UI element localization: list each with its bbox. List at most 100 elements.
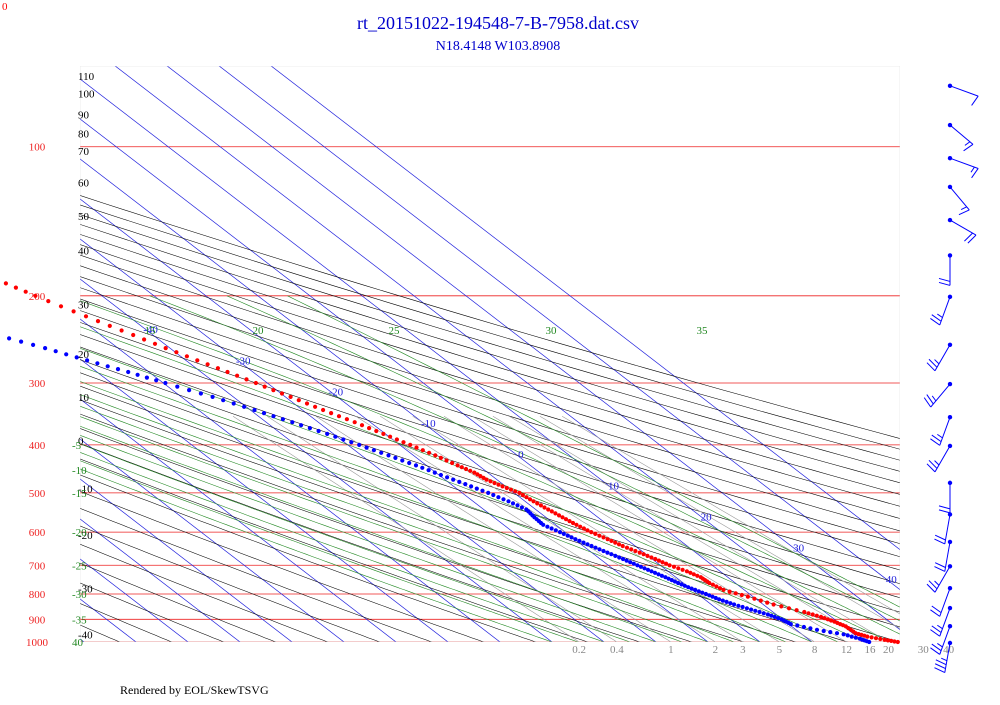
dewpoint-point [834, 631, 840, 636]
isotherm-line [80, 158, 709, 642]
dry-adiabat-line [80, 346, 900, 613]
wind-barb-shaft [930, 383, 951, 408]
temperature-point [892, 639, 897, 644]
temperature-point [822, 616, 827, 621]
dewpoint-point [126, 369, 131, 375]
dewpoint-point [613, 553, 618, 559]
temperature-point [279, 391, 285, 396]
temperature-point [745, 594, 751, 599]
moist-adiabat-tick-label: 20 [253, 325, 265, 337]
temperature-point [825, 617, 830, 622]
temperature-point [549, 509, 554, 514]
dewpoint-point [585, 542, 590, 547]
dry-adiabat-line [80, 322, 900, 585]
temperature-point [739, 592, 744, 598]
dewpoint-point [601, 548, 606, 554]
dewpoint-point [821, 628, 826, 634]
temperature-point [695, 573, 700, 578]
temperature-point [344, 417, 349, 422]
dewpoint-point [457, 479, 462, 484]
isotherm-line [80, 198, 657, 642]
temperature-point [688, 570, 693, 575]
temperature-point [758, 598, 763, 603]
moist-adiabat-line [80, 405, 735, 642]
dewpoint-point [480, 488, 485, 493]
dry-adiabat-line [80, 525, 381, 642]
wind-barb-flag [926, 583, 936, 593]
dewpoint-point [761, 611, 766, 616]
temperature-point [71, 309, 76, 314]
moist-adiabat-tick-label: 35 [697, 325, 709, 337]
temperature-point [244, 377, 249, 382]
temperature-point [500, 484, 505, 489]
mixing-ratio-line [539, 415, 900, 629]
dewpoint-point [642, 566, 647, 571]
dewpoint-point [231, 401, 236, 406]
temperature-point [645, 553, 650, 559]
dewpoint-point [853, 635, 858, 640]
dewpoint-point [659, 573, 665, 578]
height-tick-label: 40 [78, 245, 90, 257]
dewpoint-point [316, 428, 321, 434]
isotherm-line [166, 66, 900, 631]
temperature-point [889, 638, 894, 644]
wind-barb [926, 342, 953, 372]
dewpoint-point [814, 627, 820, 632]
pressure-tick-label: 500 [29, 488, 46, 500]
dewpoint-point [163, 380, 168, 386]
dewpoint-point [115, 367, 121, 372]
dewpoint-point [364, 445, 369, 450]
temperature-point [538, 503, 544, 508]
wind-barb-half-flag [934, 460, 940, 466]
dewpoint-point [280, 417, 285, 422]
pressure-tick-label: 600 [29, 527, 46, 539]
moist-left-tick-label: -5 [72, 440, 82, 452]
temperature-point [553, 511, 558, 516]
isotherm-line [80, 318, 501, 642]
temperature-point [620, 543, 625, 549]
wind-barb [930, 624, 953, 655]
dry-adiabat-line [80, 582, 225, 642]
pressure-tick-label: 300 [29, 378, 46, 390]
moist-adiabat-tick-label: 25 [389, 325, 401, 337]
mixing-ratio-tick-label: 8 [812, 644, 818, 656]
temperature-point [46, 299, 51, 304]
moist-left-tick-label: -30 [72, 589, 87, 601]
temperature-point [450, 460, 455, 466]
dewpoint-point [506, 499, 511, 504]
wind-barb-flag [934, 562, 946, 568]
dewpoint-point [703, 591, 709, 597]
dry-adiabat-line [80, 413, 745, 642]
dewpoint-point [74, 355, 79, 360]
isotherm-line [80, 438, 345, 642]
temperature-point [667, 563, 672, 568]
pressure-tick-label: 100 [29, 142, 46, 154]
temperature-point [752, 596, 757, 601]
height-tick-label: 70 [78, 146, 90, 158]
temperature-point [653, 556, 658, 562]
mixing-ratio-tick-label: 0.4 [610, 644, 624, 656]
temperature-point [818, 614, 824, 620]
temperature-point [3, 281, 8, 286]
temperature-point [488, 479, 493, 484]
dewpoint-point [438, 472, 443, 478]
dry-adiabat-line [80, 287, 900, 544]
wind-barb [926, 564, 953, 593]
dewpoint-point [589, 543, 594, 549]
dry-adiabat-line [80, 458, 589, 642]
height-tick-label: 80 [78, 128, 90, 140]
dewpoint-point [135, 372, 140, 377]
wind-barb-half-flag [931, 395, 937, 402]
wind-barb-flag [931, 434, 942, 443]
temperature-point [414, 445, 419, 450]
pressure-tick-label: 700 [29, 560, 46, 572]
dewpoint-point [445, 475, 450, 480]
wind-barb-flag [931, 625, 942, 633]
height-tick-label: 60 [78, 177, 90, 189]
wind-barb-shaft [944, 541, 951, 572]
dry-adiabat-line [80, 244, 900, 495]
dewpoint-point [605, 550, 610, 555]
wind-barb-flag [971, 95, 979, 106]
wind-barb-half-flag [937, 643, 943, 648]
temperature-point [481, 475, 486, 480]
